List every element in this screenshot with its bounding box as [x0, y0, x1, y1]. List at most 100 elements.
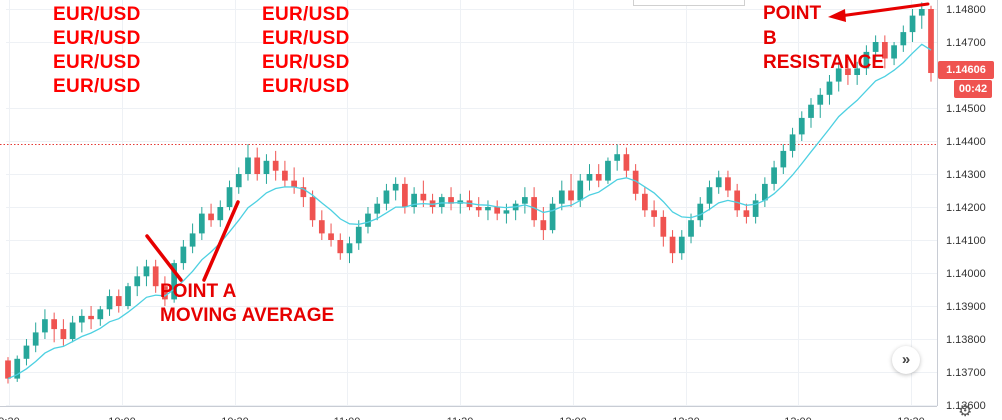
candle [798, 111, 805, 141]
candle [300, 177, 307, 207]
candle [715, 170, 722, 194]
candle-body [374, 203, 381, 214]
legend-tooltip-edge [633, 0, 745, 6]
candle-body [522, 197, 528, 204]
candle-body [605, 160, 611, 181]
candle-body [503, 210, 510, 214]
candle-body [23, 345, 30, 359]
candle [881, 35, 888, 69]
candle [826, 75, 833, 105]
candle [291, 167, 297, 194]
candle-body [162, 286, 168, 300]
candle-body [909, 15, 916, 33]
candle [88, 306, 94, 330]
symbol-watermark: EUR/USD [262, 28, 350, 49]
candle [235, 167, 242, 194]
candle-body [789, 134, 796, 151]
candle [374, 197, 381, 221]
candle [522, 187, 528, 214]
last-price-label: 1.14606 [938, 61, 994, 79]
time-tick-label: 10:00 [108, 416, 136, 420]
candle-body [355, 226, 362, 244]
candle-body [706, 187, 713, 204]
candle [337, 233, 344, 260]
price-tick-label: 1.14100 [946, 235, 986, 247]
candle [272, 150, 279, 181]
candle-body [365, 213, 371, 227]
candle-body [309, 197, 316, 221]
candle [761, 177, 768, 207]
candle-body [540, 220, 547, 231]
candle [420, 180, 427, 207]
symbol-watermark: EUR/USD [262, 4, 350, 25]
candle [60, 319, 67, 346]
moving-average-layer [7, 43, 932, 380]
price-axis[interactable]: 1.14800 1.14700 1.14500 1.14400 1.14300 1.142… [946, 4, 986, 412]
price-tick-label: 1.14200 [946, 202, 986, 214]
double-chevron-right-icon: » [901, 351, 911, 368]
candle-body [780, 150, 787, 168]
candlestick-series [5, 2, 934, 384]
candle-body [872, 42, 879, 52]
price-tick-label: 1.14000 [946, 268, 986, 280]
candle [475, 197, 482, 217]
candle [5, 357, 11, 384]
candle-body [881, 42, 888, 59]
candle [771, 160, 777, 191]
candle [162, 276, 168, 306]
candle [789, 127, 796, 158]
annotation-moving-average: MOVING AVERAGE [160, 305, 335, 326]
candle-body [688, 220, 694, 237]
candle [180, 240, 187, 270]
candle-body [595, 174, 602, 181]
price-tick-label: 1.14800 [946, 4, 986, 16]
candle [928, 5, 934, 82]
price-tick-label: 1.13600 [946, 400, 986, 412]
candle-body [171, 263, 178, 300]
candle [623, 147, 630, 178]
candle [485, 200, 491, 221]
candle-body [125, 286, 131, 306]
candle-body [568, 190, 574, 201]
candle [568, 174, 574, 207]
annotation-arrows [145, 2, 930, 282]
candle-body [300, 187, 307, 198]
candle [900, 25, 907, 52]
candle-body [78, 315, 85, 323]
candle-body [152, 266, 159, 287]
candle-body [549, 203, 556, 231]
time-tick-label: 10:30 [221, 416, 249, 420]
gear-icon[interactable]: ⚙ [958, 403, 973, 420]
candle [817, 88, 824, 118]
candle [106, 289, 113, 316]
candle-body [217, 207, 224, 221]
moving-average-pointer-line [202, 200, 240, 282]
candle [217, 200, 224, 227]
candle [863, 45, 870, 75]
candle [678, 230, 685, 260]
candle [198, 207, 205, 240]
candle-body [282, 170, 288, 181]
point-b-arrow-head [828, 9, 846, 22]
candle [309, 190, 316, 227]
candle [23, 339, 30, 366]
candle [558, 180, 565, 211]
candle-body [475, 207, 482, 211]
time-tick-label: 13:00 [784, 416, 812, 420]
time-axis[interactable]: 9:30 10:00 10:30 11:00 11:30 12:00 12:30 13:00 1… [0, 416, 925, 420]
symbol-watermark: EUR/USD [262, 76, 350, 97]
candle-body [438, 197, 445, 207]
candle [448, 187, 454, 211]
candle [318, 210, 325, 240]
candle-body [88, 315, 94, 320]
candle-body [586, 174, 593, 181]
chart-gridlines [6, 0, 937, 406]
candle [854, 61, 861, 85]
point-b-arrow-shaft [838, 2, 930, 18]
candle [97, 306, 104, 326]
scroll-to-realtime-button[interactable]: » [892, 346, 920, 374]
candle-body [623, 154, 630, 171]
price-tick-label: 1.14400 [946, 136, 986, 148]
candle [734, 183, 741, 217]
